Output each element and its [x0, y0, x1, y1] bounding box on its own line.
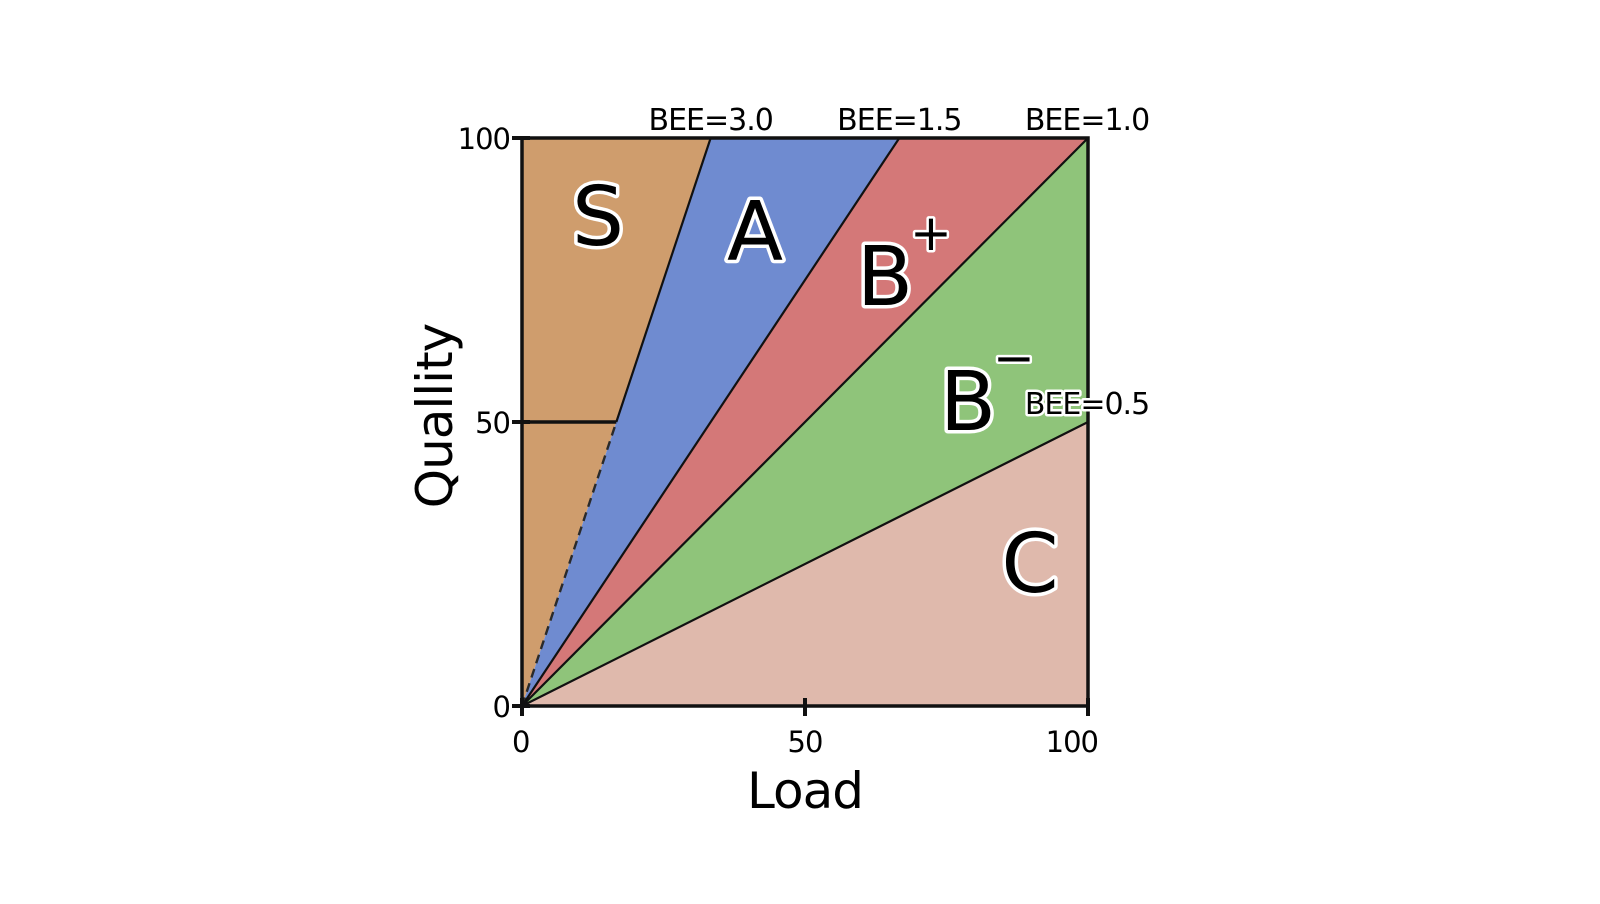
region-1-label: S	[572, 170, 624, 265]
bee-line-2	[521, 137, 901, 707]
bee-label-3: BEE=1.0	[1025, 103, 1149, 138]
x-tick-label: 50	[788, 725, 823, 759]
bee-line-1	[615, 137, 712, 423]
lines-layer	[512, 137, 1089, 707]
region-3-superscript: +	[910, 204, 952, 262]
bee-line-3	[521, 137, 1089, 707]
region-2-label: A	[727, 185, 783, 280]
bee-label-1: BEE=3.0	[648, 103, 772, 138]
bee-label-2: BEE=1.5	[837, 103, 961, 138]
region-4-superscript: −	[993, 329, 1035, 387]
bee-label-4: BEE=0.5	[1025, 387, 1149, 422]
x-axis-title: Load	[747, 762, 863, 820]
y-tick-label: 0	[493, 690, 510, 724]
y-tick-label: 100	[458, 122, 510, 156]
x-tick-label: 100	[1046, 725, 1098, 759]
region-3-label: B	[857, 230, 913, 325]
y-axis-title: Quallity	[406, 323, 464, 508]
region-5-label: C	[1001, 517, 1058, 612]
labels-layer: 0 50 100 0 50 100 Load Quallity BEE=3.0 BEE=1.5 BE…	[406, 101, 1153, 821]
frame-layer	[512, 136, 1090, 716]
region-4-label: B	[940, 355, 996, 450]
bee-line-4	[521, 421, 1089, 707]
bee-line-dashed-segment	[520, 421, 618, 707]
y-tick-label: 50	[475, 406, 510, 440]
x-tick-label: 0	[512, 725, 529, 759]
